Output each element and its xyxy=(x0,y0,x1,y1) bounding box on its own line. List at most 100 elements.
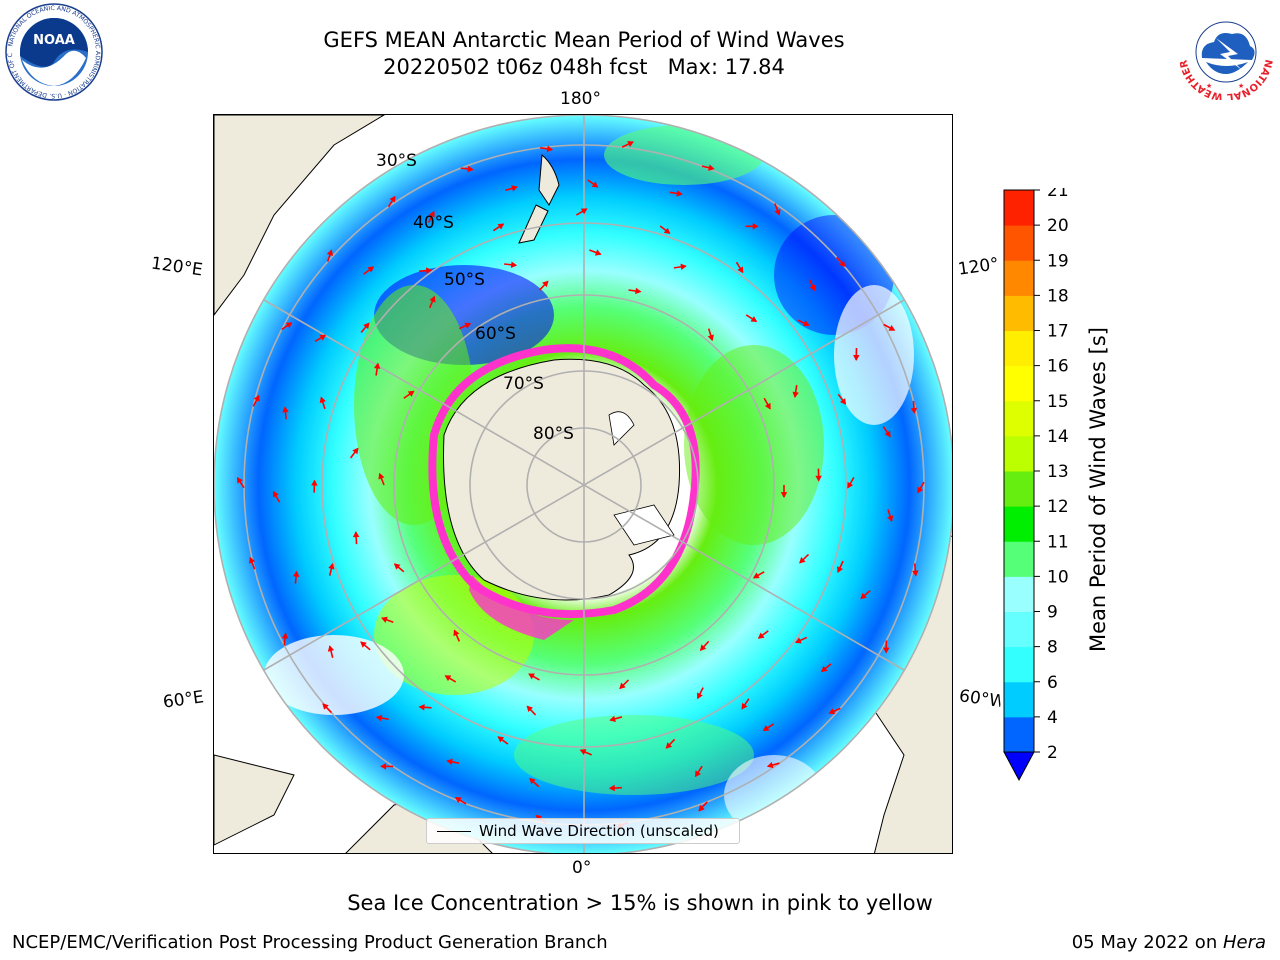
wave-direction-arrowhead xyxy=(853,355,860,362)
wave-direction-arrowhead xyxy=(389,195,396,203)
wave-direction-arrowhead xyxy=(762,725,770,732)
wave-direction-arrowhead xyxy=(380,763,387,770)
wave-direction-arrowhead xyxy=(750,316,758,322)
svg-text:★: ★ xyxy=(1238,82,1244,90)
wave-direction-arrowhead xyxy=(428,210,435,218)
colorbar-tick-label: 16 xyxy=(1047,357,1069,377)
wave-direction-arrowhead xyxy=(609,715,616,722)
wave-direction-arrowhead xyxy=(708,164,715,171)
wave-direction-arrowhead xyxy=(546,145,554,153)
wave-direction-arrowhead xyxy=(883,647,890,654)
colorbar-segment xyxy=(1004,471,1034,507)
wave-direction-arrowhead xyxy=(253,394,260,402)
lat-label-60s: 60°S xyxy=(475,324,516,344)
colorbar-tick-label: 18 xyxy=(1047,286,1069,306)
colorbar-segment xyxy=(1004,716,1034,753)
colorbar-segment xyxy=(1004,330,1034,367)
lon-label-120w: 120°W xyxy=(956,254,1000,280)
wave-direction-arrowhead xyxy=(594,249,602,256)
colorbar-tick-label: 12 xyxy=(1047,497,1069,517)
plot-subtitle: 20220502 t06z 048h fcst Max: 17.84 xyxy=(383,55,785,79)
colorbar-title: Mean Period of Wind Waves [s] xyxy=(1086,327,1110,652)
wave-direction-arrowhead xyxy=(839,398,847,405)
colorbar-tick-label: 2 xyxy=(1047,743,1058,763)
lon-label-60e: 60°E xyxy=(161,687,206,713)
wave-direction-arrowhead xyxy=(741,702,748,710)
wave-direction-arrowhead xyxy=(292,570,300,577)
noaa-logo: NATIONAL OCEANIC AND ATMOSPHERIC ADMINIS… xyxy=(1,0,104,102)
colorbar-tick-label: 19 xyxy=(1047,251,1069,271)
wave-direction-arrowhead xyxy=(608,784,615,792)
lat-label-80s: 80°S xyxy=(533,424,574,444)
wave-direction-arrowhead xyxy=(497,223,505,230)
lat-label-50s: 50°S xyxy=(444,270,485,290)
wave-direction-arrowhead xyxy=(497,736,505,743)
legend-label: Wind Wave Direction (unscaled) xyxy=(479,822,719,840)
lat-label-30s: 30°S xyxy=(376,151,417,171)
colorbar-graphic: 2 4 6 8 9 10 11 12 13 14 15 16 17 18 19 20 21 xyxy=(1003,181,1069,782)
footer-credit: NCEP/EMC/Verification Post Processing Pr… xyxy=(12,932,608,953)
colorbar: 2 4 6 8 9 10 11 12 13 14 15 16 17 18 19 20 21 xyxy=(1000,181,1080,788)
footer-date-text: 05 May 2022 on xyxy=(1071,932,1223,953)
colorbar-segment xyxy=(1004,225,1034,261)
wave-direction-arrowhead xyxy=(860,592,867,600)
wave-direction-arrowhead xyxy=(917,486,924,494)
colorbar-segment xyxy=(1004,681,1034,718)
wave-direction-arrowhead xyxy=(327,645,335,652)
colorbar-segment xyxy=(1004,576,1034,612)
wave-direction-arrowhead xyxy=(319,396,326,404)
colorbar-tick-label: 15 xyxy=(1047,392,1069,412)
wave-direction-arrowhead xyxy=(774,209,781,216)
wave-direction-arrowhead xyxy=(680,263,687,271)
colorbar-tick-label: 10 xyxy=(1047,567,1069,587)
colorbar-segment xyxy=(1004,295,1034,331)
wave-direction-arrowhead xyxy=(375,714,383,722)
wave-direction-arrowhead xyxy=(752,223,759,230)
wave-direction-arrowhead xyxy=(542,280,549,288)
wave-direction-arrowhead xyxy=(665,742,673,749)
lon-label-180: 180° xyxy=(560,89,601,109)
wave-direction-arrowhead xyxy=(752,572,760,579)
lon-label-120e: 120°E xyxy=(149,253,204,281)
wave-direction-arrowhead xyxy=(815,475,822,482)
wave-direction-arrowhead xyxy=(352,447,359,455)
wave-direction-arrowhead xyxy=(884,430,891,438)
wave-direction-arrowhead xyxy=(453,629,460,637)
colorbar-extend-arrow xyxy=(1003,751,1035,782)
wave-direction-arrowhead xyxy=(454,797,462,803)
wave-direction-arrowhead xyxy=(828,708,836,715)
wave-direction-arrowhead xyxy=(326,249,333,256)
wave-direction-arrowhead xyxy=(393,563,401,570)
colorbar-tick-label: 4 xyxy=(1047,708,1058,728)
wave-direction-arrowhead xyxy=(799,557,806,564)
wave-direction-arrowhead xyxy=(528,673,535,680)
wave-direction-arrowhead xyxy=(888,324,896,331)
sea-ice-weddell xyxy=(469,575,574,640)
colorbar-segment xyxy=(1004,541,1034,577)
svg-text:★: ★ xyxy=(1206,82,1212,90)
wave-direction-arrowhead xyxy=(282,406,289,413)
wave-direction-arrowhead xyxy=(635,287,642,295)
wave-direction-arrowhead xyxy=(764,402,771,410)
wave-direction-arrowhead xyxy=(373,362,381,369)
wave-direction-arrowhead xyxy=(837,566,843,573)
lon-label-60w: 60°W xyxy=(957,686,1003,712)
lat-label-70s: 70°S xyxy=(503,374,544,394)
wave-direction-arrowhead xyxy=(591,181,599,188)
wave-direction-arrowhead xyxy=(236,476,243,484)
colorbar-segment xyxy=(1004,435,1034,472)
wave-direction-arrowhead xyxy=(322,703,329,710)
footer-host: Hera xyxy=(1222,932,1266,953)
wave-direction-arrowhead xyxy=(381,616,388,623)
wave-direction-arrowhead xyxy=(272,490,279,498)
colorbar-tick-label: 6 xyxy=(1047,673,1058,693)
wave-direction-arrowhead xyxy=(695,770,701,778)
colorbar-tick-label: 8 xyxy=(1047,638,1058,658)
wave-direction-arrowhead xyxy=(511,185,518,192)
wave-direction-arrowhead xyxy=(676,190,683,197)
colorbar-tick-label: 9 xyxy=(1047,603,1058,623)
colorbar-tick-label: 11 xyxy=(1047,532,1069,552)
wave-direction-arrowhead xyxy=(707,334,714,342)
colorbar-tick-label: 20 xyxy=(1047,216,1069,236)
wave-direction-arrowhead xyxy=(757,632,765,639)
